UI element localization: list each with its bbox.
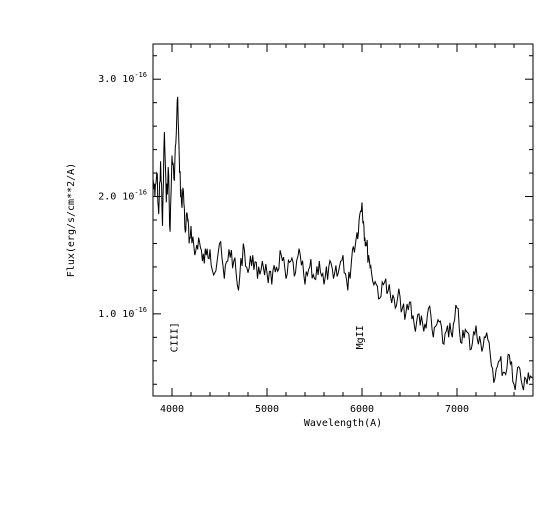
y-axis-label: Flux(erg/s/cm**2/A)	[66, 163, 77, 277]
x-axis: 4000 5000 6000 7000	[152, 44, 534, 415]
flux-line	[152, 96, 534, 391]
x-tick-label: 5000	[255, 404, 279, 415]
plot-frame	[152, 43, 534, 397]
annotations: CIII] MgII	[170, 322, 366, 352]
line-label: MgII	[355, 325, 366, 349]
y-tick-label: 2.0 10-16	[98, 189, 147, 203]
x-tick-label: 4000	[160, 404, 184, 415]
x-axis-label: Wavelength(A)	[304, 418, 382, 429]
x-tick-label: 7000	[445, 404, 469, 415]
line-label: CIII]	[170, 322, 181, 352]
y-tick-label: 3.0 10-16	[98, 71, 147, 85]
x-tick-label: 6000	[350, 404, 374, 415]
y-tick-label: 1.0 10-16	[98, 306, 147, 320]
y-axis: 1.0 10-16 2.0 10-16 3.0 10-16	[98, 55, 533, 385]
